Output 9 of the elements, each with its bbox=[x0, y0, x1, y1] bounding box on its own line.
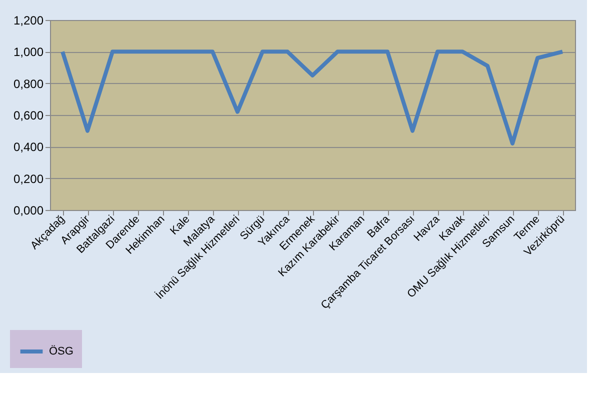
legend-label: ÖSG bbox=[49, 344, 74, 358]
y-tick-label: 0,400 bbox=[13, 140, 44, 154]
y-tick-label: 1,000 bbox=[13, 45, 44, 60]
y-tick-label: 1,200 bbox=[13, 14, 44, 28]
y-tick-label: 0,000 bbox=[13, 204, 44, 218]
y-tick-label: 0,200 bbox=[13, 172, 44, 186]
line-series bbox=[60, 50, 564, 146]
y-tick-label: 0,600 bbox=[13, 108, 44, 122]
y-tick-label: 0,800 bbox=[13, 76, 44, 91]
